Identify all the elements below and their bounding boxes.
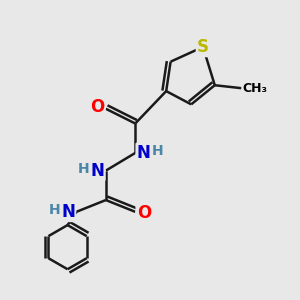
- Text: CH₃: CH₃: [243, 82, 268, 95]
- Text: O: O: [137, 204, 151, 222]
- Text: H: H: [152, 145, 163, 158]
- Text: N: N: [137, 144, 151, 162]
- Text: H: H: [78, 162, 90, 176]
- Text: S: S: [197, 38, 209, 56]
- Text: O: O: [90, 98, 104, 116]
- Text: H: H: [49, 203, 60, 218]
- Text: N: N: [91, 162, 104, 180]
- Text: N: N: [61, 203, 75, 221]
